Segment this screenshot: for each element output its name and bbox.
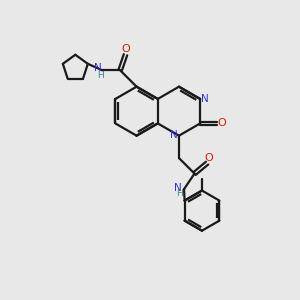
Text: O: O [218, 118, 226, 128]
Text: N: N [174, 183, 182, 193]
Text: N: N [201, 94, 209, 104]
Text: N: N [170, 130, 178, 140]
Text: H: H [97, 70, 104, 80]
Text: H: H [176, 189, 183, 198]
Text: O: O [122, 44, 130, 54]
Text: O: O [205, 153, 214, 164]
Text: N: N [94, 63, 102, 73]
